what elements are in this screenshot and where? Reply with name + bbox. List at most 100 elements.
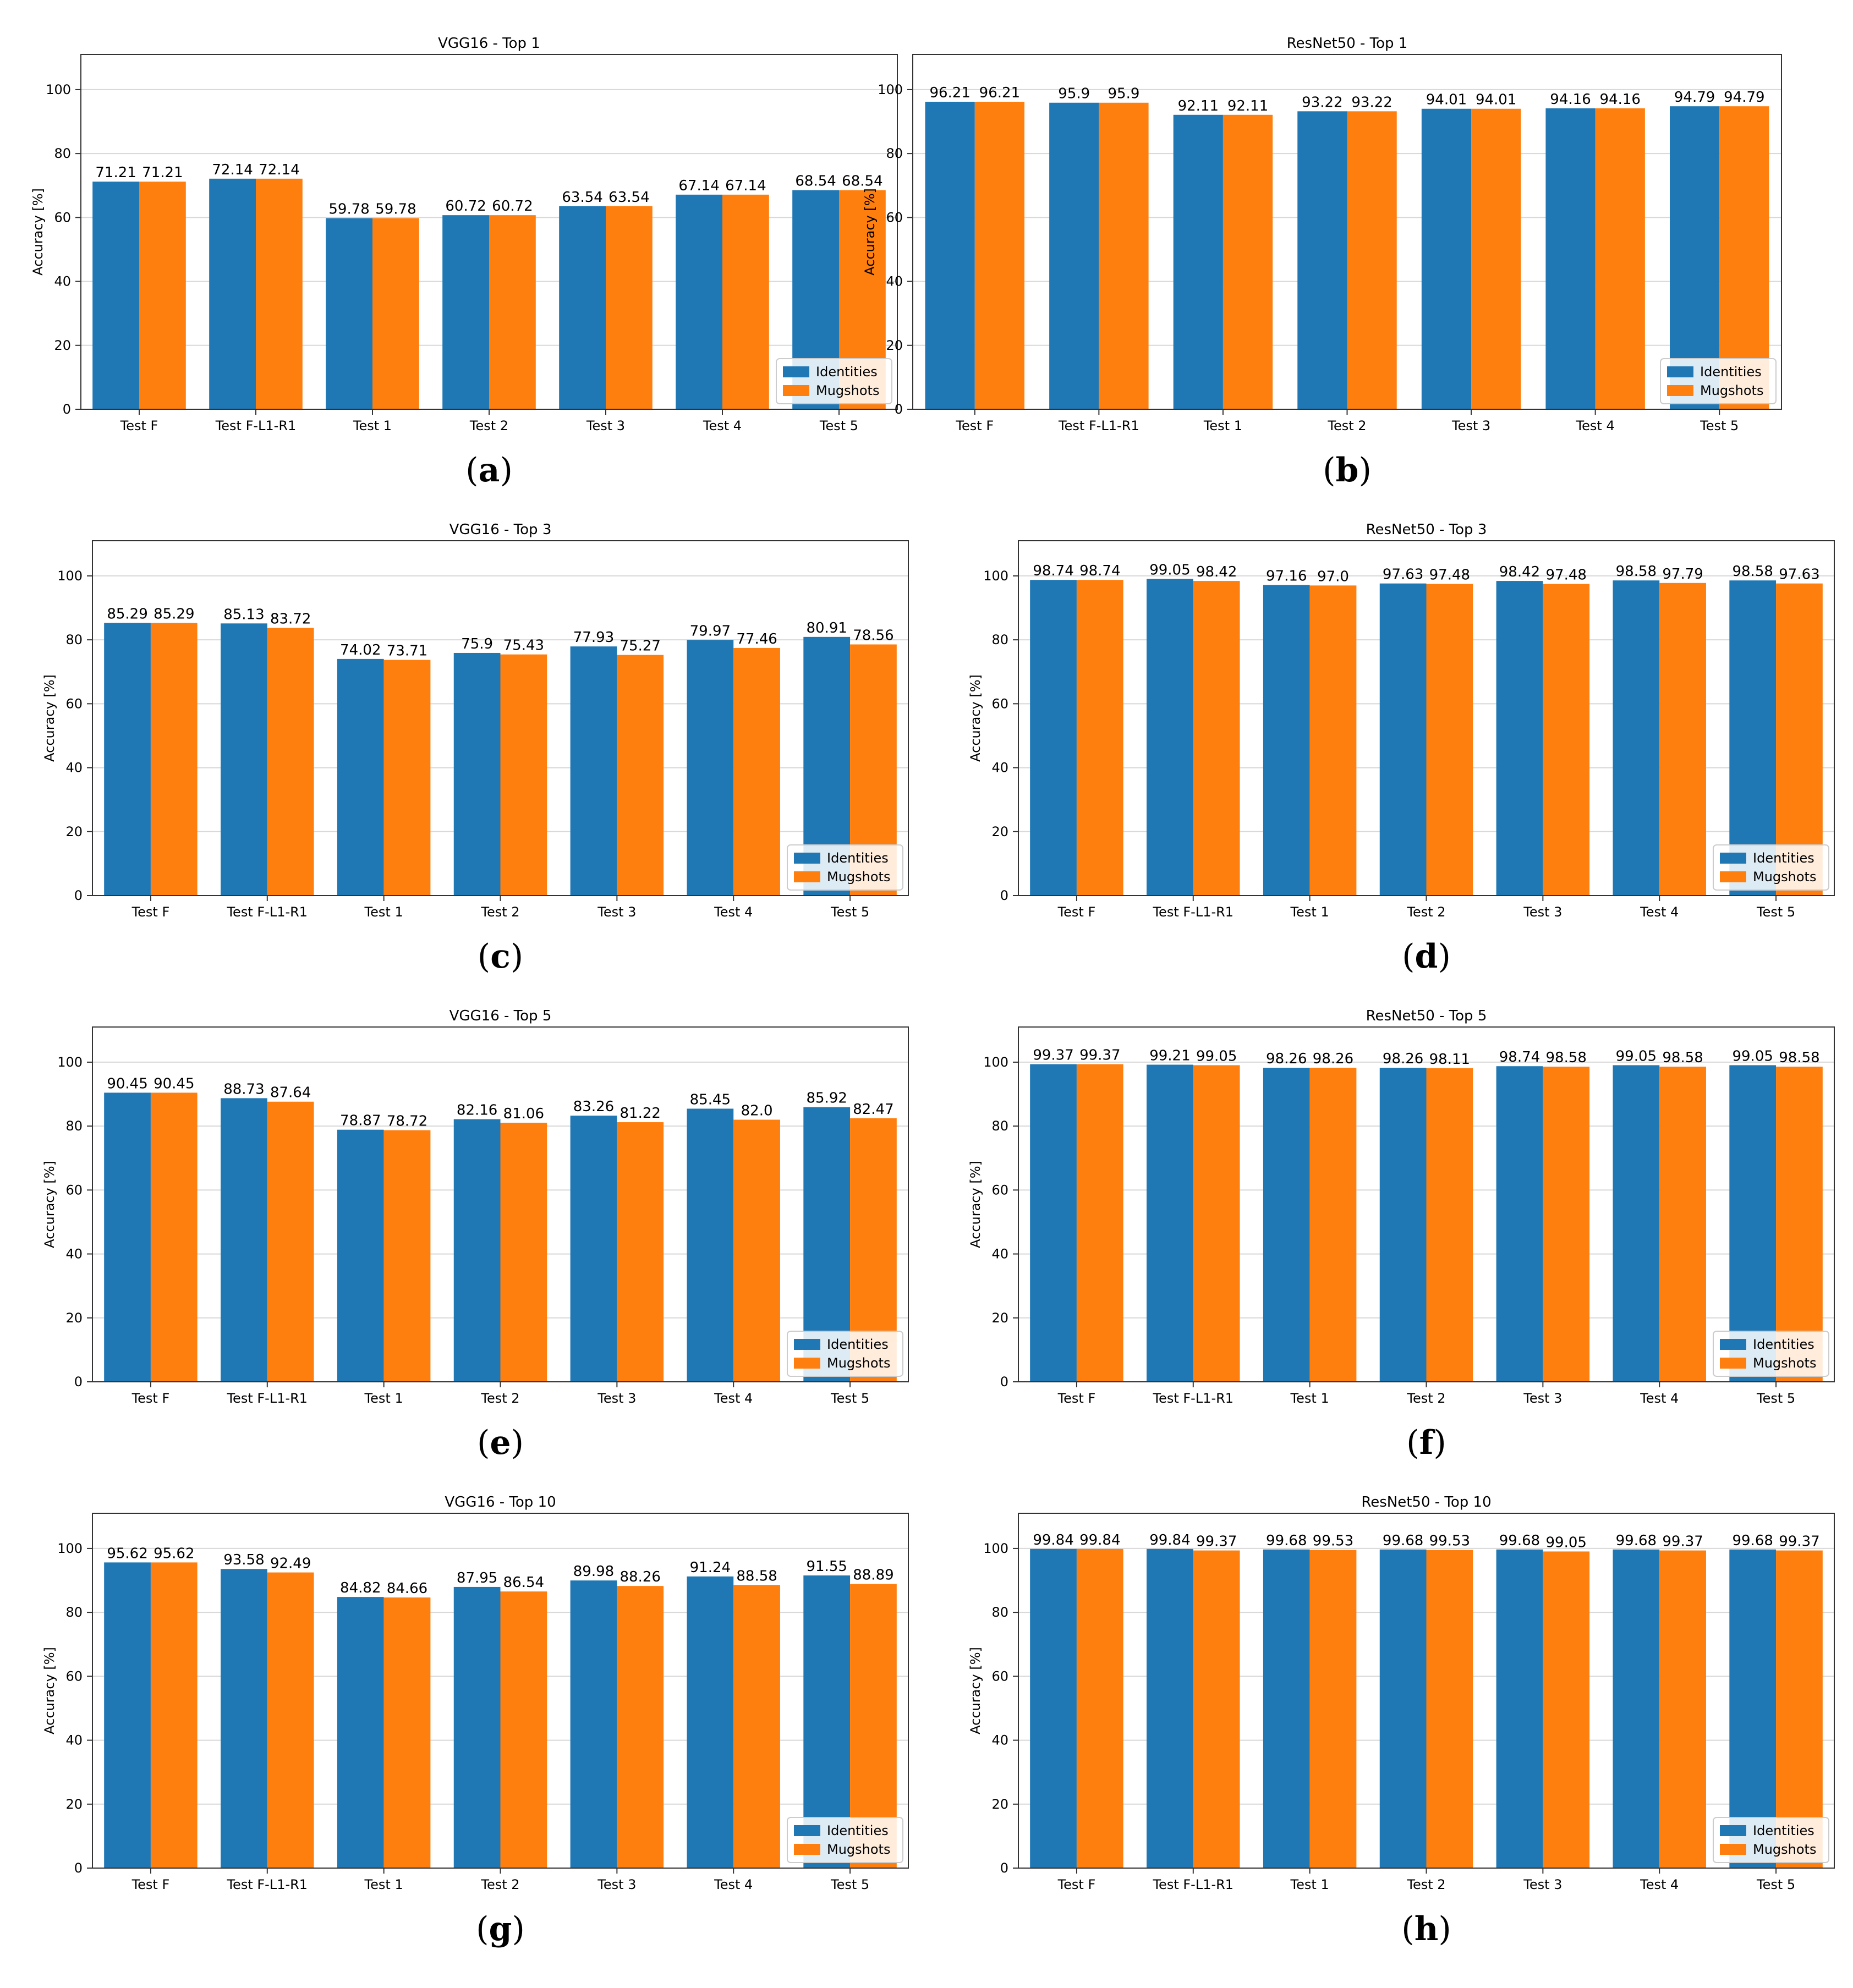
bar-mugshots	[1309, 1550, 1357, 1868]
y-tick-label: 80	[991, 1605, 1008, 1620]
bar-value-label: 98.74	[1079, 563, 1120, 579]
y-tick-label: 80	[991, 1118, 1008, 1134]
bar-mugshots	[733, 647, 780, 896]
legend-swatch-mugshots	[794, 1844, 820, 1855]
y-tick-label: 80	[65, 632, 83, 647]
y-axis-label: Accuracy [%]	[42, 1647, 57, 1734]
x-tick-label: Test 5	[830, 904, 869, 920]
legend-label-mugshots: Mugshots	[827, 1355, 890, 1371]
bar-value-label: 97.79	[1662, 566, 1703, 583]
chart-title: VGG16 - Top 10	[445, 1494, 556, 1511]
bar-value-label: 84.82	[340, 1580, 381, 1596]
subfigure-caption: (f)	[1406, 1424, 1446, 1462]
bar-value-label: 99.68	[1266, 1533, 1307, 1549]
bar-mugshots	[1193, 1550, 1240, 1868]
x-tick-label: Test 5	[1700, 418, 1739, 433]
bar-value-label: 67.14	[678, 178, 719, 194]
bar-value-label: 98.26	[1266, 1051, 1307, 1067]
bar-identities	[1173, 114, 1223, 409]
bar-identities	[104, 1562, 151, 1868]
bar-identities	[326, 218, 372, 409]
chart-title: VGG16 - Top 3	[449, 521, 552, 538]
y-tick-label: 40	[991, 760, 1008, 776]
legend-swatch-mugshots	[783, 385, 809, 396]
bar-mugshots	[733, 1585, 780, 1868]
bar-mugshots	[1426, 584, 1473, 896]
bar-mugshots	[1309, 1068, 1357, 1382]
bar-value-label: 99.53	[1313, 1533, 1353, 1550]
bar-value-label: 88.26	[620, 1569, 661, 1585]
y-tick-label: 100	[878, 82, 903, 97]
x-tick-label: Test F	[131, 1877, 170, 1892]
x-tick-label: Test 3	[597, 904, 636, 920]
bar-identities	[337, 1597, 384, 1868]
bar-value-label: 90.45	[153, 1075, 194, 1092]
x-tick-label: Test 5	[1756, 1877, 1795, 1892]
legend-label-identities: Identities	[1753, 1337, 1814, 1352]
bar-value-label: 88.58	[736, 1568, 777, 1584]
bar-identities	[1613, 580, 1660, 896]
bar-mugshots	[1595, 108, 1645, 409]
y-tick-label: 100	[983, 1541, 1008, 1556]
bar-mugshots	[1193, 1065, 1240, 1382]
bar-identities	[1049, 102, 1099, 410]
x-tick-label: Test F	[1057, 1877, 1096, 1892]
y-tick-label: 40	[65, 1246, 83, 1262]
bar-identities	[442, 215, 489, 409]
y-tick-label: 0	[74, 888, 83, 903]
bar-mugshots	[1222, 114, 1273, 409]
bar-mugshots	[267, 628, 314, 896]
bar-mugshots	[617, 1586, 664, 1868]
bar-value-label: 99.53	[1429, 1533, 1470, 1550]
bar-mugshots	[1193, 581, 1240, 896]
x-tick-label: Test 3	[1523, 904, 1562, 920]
bar-value-label: 98.26	[1313, 1051, 1353, 1067]
bar-value-label: 92.11	[1227, 98, 1268, 114]
bar-value-label: 93.22	[1351, 94, 1392, 111]
bar-value-label: 95.9	[1108, 86, 1140, 102]
bar-value-label: 82.47	[853, 1101, 893, 1118]
subfigure-caption: (a)	[465, 451, 513, 490]
chart-panel-b: 0 20 40 60 80 100 96.21 96.21 Test F 95.9 95.9 Test…	[860, 0, 1787, 497]
bar-value-label: 85.29	[153, 606, 194, 622]
bar-value-label: 98.26	[1383, 1051, 1423, 1067]
legend: Identities Mugshots	[787, 1817, 903, 1863]
bar-identities	[92, 182, 139, 409]
chart-title: ResNet50 - Top 10	[1361, 1494, 1491, 1511]
x-tick-label: Test F-L1-R1	[1152, 1877, 1233, 1892]
chart-svg-c: 0 20 40 60 80 100 85.29 85.29 Test F 85.13 83.72 Te…	[42, 521, 909, 920]
bar-value-label: 85.29	[107, 606, 147, 622]
x-tick-label: Test 3	[1523, 1391, 1562, 1406]
bar-identities	[1496, 1066, 1543, 1382]
bar-identities	[1379, 1549, 1427, 1868]
bar-value-label: 94.79	[1674, 89, 1715, 106]
y-tick-label: 20	[886, 338, 903, 353]
bar-value-label: 96.21	[929, 85, 970, 101]
y-tick-label: 80	[65, 1118, 83, 1134]
x-tick-label: Test 1	[1290, 904, 1329, 920]
bar-identities	[1379, 1068, 1427, 1382]
x-tick-label: Test F-L1-R1	[215, 418, 297, 433]
y-tick-label: 0	[1000, 888, 1008, 903]
bar-identities	[104, 1092, 151, 1382]
x-tick-label: Test 1	[1290, 1877, 1329, 1892]
bar-mugshots	[150, 623, 198, 896]
y-tick-label: 80	[991, 632, 1008, 647]
chart-svg-g: 0 20 40 60 80 100 95.62 95.62 Test F 93.58 92.49 Te…	[42, 1494, 909, 1892]
x-tick-label: Test 4	[1576, 418, 1615, 433]
plot-frame	[80, 54, 898, 410]
legend-swatch-identities	[1720, 1825, 1746, 1836]
x-tick-label: Test 3	[597, 1391, 636, 1406]
bar-identities	[453, 652, 501, 896]
bar-value-label: 98.74	[1499, 1049, 1540, 1066]
bar-identities	[1147, 579, 1193, 896]
bar-identities	[1729, 1549, 1777, 1868]
subfigure-letter: g	[489, 1910, 512, 1948]
bar-value-label: 87.64	[270, 1085, 311, 1101]
y-axis-label: Accuracy [%]	[42, 1161, 57, 1248]
bar-value-label: 98.11	[1429, 1051, 1470, 1068]
subfigure-caption: (b)	[1323, 451, 1372, 490]
bar-value-label: 99.37	[1033, 1047, 1073, 1064]
x-tick-label: Test 2	[480, 1391, 519, 1406]
x-tick-label: Test 4	[714, 1391, 753, 1406]
